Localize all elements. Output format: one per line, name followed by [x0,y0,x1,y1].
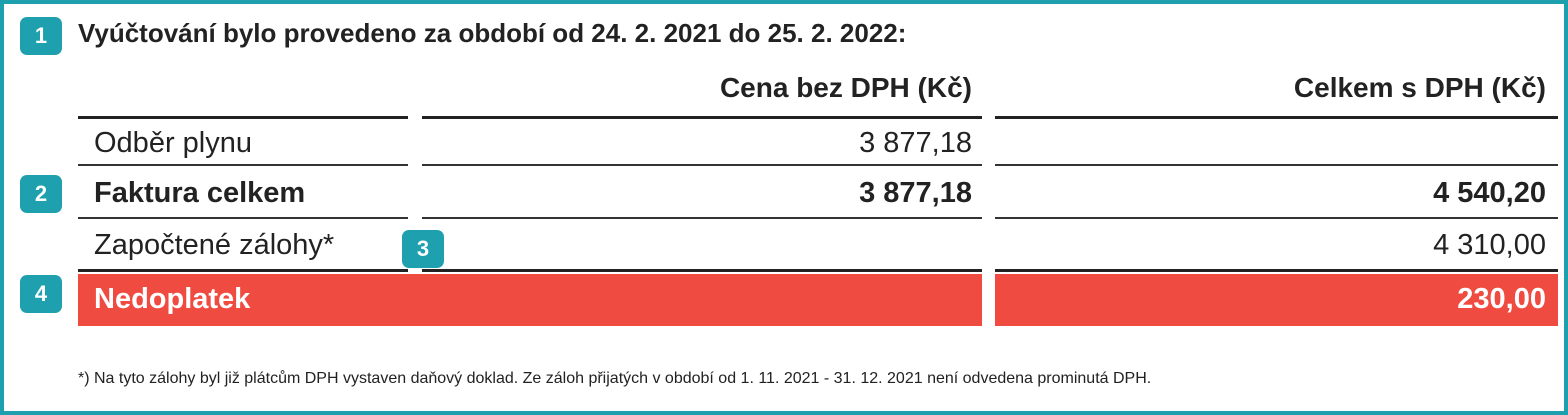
highlight-band [995,274,1558,326]
table-rule [78,116,408,119]
row-label: Faktura celkem [94,177,306,209]
table-rule [422,164,982,166]
table-rule [422,269,982,272]
badge: 3 [402,230,444,268]
row-label: Nedoplatek [94,283,251,315]
title: Vyúčtování bylo provedeno za období od 2… [78,18,907,48]
row-label: Započtené zálohy* [94,229,335,261]
table-rule [995,164,1558,166]
table-rule [422,217,982,219]
total-cell: 4 310,00 [1433,229,1546,261]
total-cell: 230,00 [1457,283,1546,315]
table-rule [995,116,1558,119]
price-cell: 3 877,18 [859,127,972,159]
footnote: *) Na tyto zálohy byl již plátcům DPH vy… [78,370,1152,387]
badge: 1 [20,17,62,55]
table-rule [78,269,408,272]
table-rule [78,164,408,166]
row-label: Odběr plynu [94,127,252,159]
column-header: Celkem s DPH (Kč) [1293,72,1546,103]
table-rule [995,217,1558,219]
highlight-band [78,274,982,326]
badge: 2 [20,175,62,213]
badge: 4 [20,275,62,313]
table-rule [78,217,408,219]
total-cell: 4 540,20 [1433,177,1546,209]
price-cell: 3 877,18 [859,177,972,209]
table-rule [995,269,1558,272]
table-rule [422,116,982,119]
column-header: Cena bez DPH (Kč) [719,72,972,103]
